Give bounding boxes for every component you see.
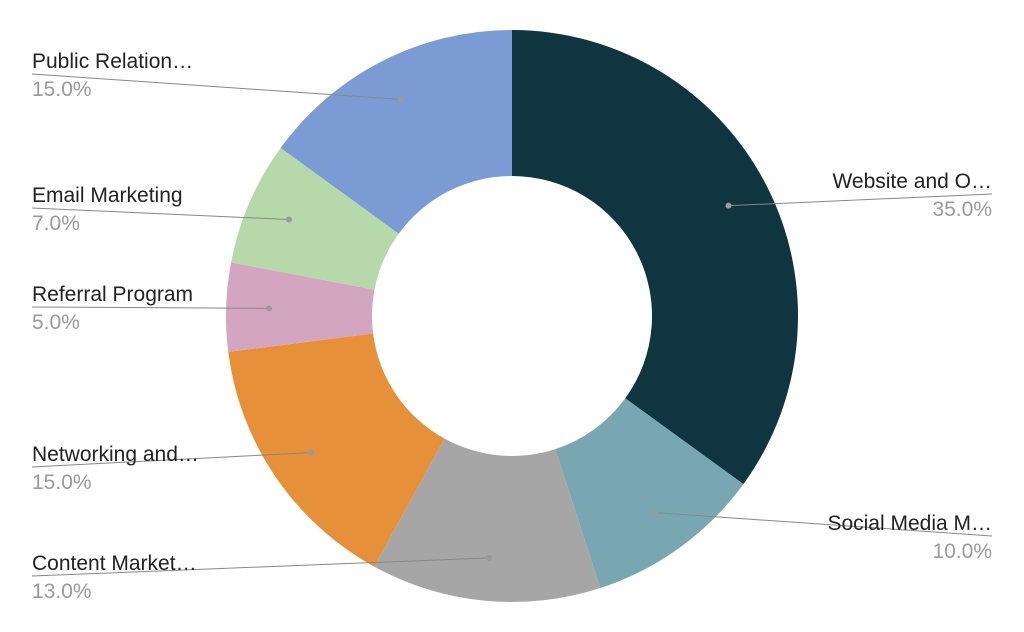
leader-dot-2 <box>486 554 493 561</box>
slice-label-6: Public Relation… <box>32 50 193 73</box>
slice-3 <box>228 333 445 567</box>
slice-2 <box>374 438 601 602</box>
slice-percent-4: 5.0% <box>32 311 80 334</box>
leader-line-2 <box>31 557 490 577</box>
slice-percent-6: 15.0% <box>32 78 92 101</box>
slice-label-3: Networking and… <box>32 443 199 466</box>
chart-labels: Website and O… 35.0% Social Media M… 10.0% C… <box>31 50 993 603</box>
slice-percent-1: 10.0% <box>932 540 992 563</box>
slice-label-4: Referral Program <box>32 283 193 306</box>
leader-line-5 <box>31 207 290 220</box>
slice-percent-2: 13.0% <box>32 580 92 603</box>
slice-5 <box>231 147 399 290</box>
leader-line-6 <box>31 73 402 100</box>
slice-label-1: Social Media M… <box>827 512 992 535</box>
slice-4 <box>225 262 375 352</box>
leader-line-1 <box>654 512 993 537</box>
leader-dot-1 <box>651 509 658 516</box>
slice-label-2: Content Market… <box>32 552 197 575</box>
leader-line-4 <box>31 306 270 309</box>
leader-line-3 <box>31 452 312 468</box>
slice-percent-0: 35.0% <box>932 198 992 221</box>
chart-slices <box>225 30 798 602</box>
slice-6 <box>280 30 512 234</box>
slice-0 <box>512 30 798 485</box>
leader-dot-3 <box>308 449 315 456</box>
slice-percent-5: 7.0% <box>32 212 80 235</box>
leader-dot-5 <box>285 216 292 223</box>
leader-dot-4 <box>266 305 273 312</box>
slice-label-5: Email Marketing <box>32 184 183 207</box>
slice-label-0: Website and O… <box>832 170 992 193</box>
leader-line-0 <box>728 193 993 207</box>
slice-1 <box>555 398 744 589</box>
leader-dot-0 <box>725 202 732 209</box>
slice-percent-3: 15.0% <box>32 471 92 494</box>
leader-dot-6 <box>398 96 405 103</box>
